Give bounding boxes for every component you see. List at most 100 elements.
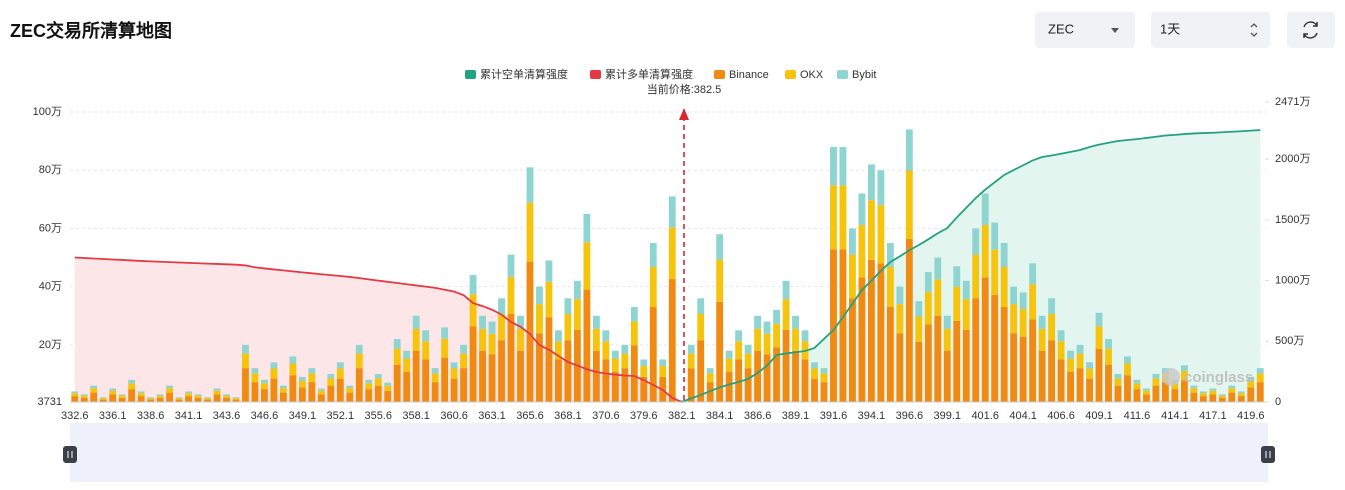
bar-segment — [223, 397, 230, 402]
bar-segment — [640, 359, 648, 366]
bar-segment — [431, 373, 439, 383]
bar-segment — [346, 385, 354, 389]
x-tick-label: 349.1 — [289, 410, 317, 422]
bar-segment — [308, 382, 316, 402]
bar-segment — [592, 350, 600, 402]
bar-segment — [137, 396, 145, 402]
legend-swatch — [837, 70, 848, 79]
y2-tick-label: 2000万 — [1275, 153, 1310, 165]
zoom-track[interactable] — [70, 423, 1268, 482]
bar-segment — [450, 368, 458, 379]
bar-segment — [877, 205, 885, 264]
x-tick-label: 363.1 — [478, 410, 506, 422]
bar-segment — [1180, 370, 1188, 381]
bar-segment — [735, 359, 743, 402]
bar-segment — [754, 350, 762, 402]
line — [74, 256, 683, 403]
price-arrow — [679, 108, 689, 120]
bar-segment — [1057, 359, 1065, 402]
bar-segment — [1152, 378, 1160, 386]
zoom-handle[interactable] — [1261, 446, 1275, 463]
bar-segment — [678, 400, 686, 402]
bar-segment — [185, 391, 192, 394]
bar-segment — [1133, 383, 1141, 390]
bar-segment — [782, 299, 790, 330]
bar-segment — [1019, 309, 1027, 337]
bar-segment — [536, 286, 543, 305]
bar-segment — [365, 389, 373, 402]
bar-segment — [223, 395, 230, 398]
bar-segment — [991, 294, 999, 402]
x-tick-label: 414.1 — [1161, 410, 1189, 422]
bar-segment — [1209, 390, 1217, 395]
bar-segment — [886, 267, 894, 308]
bar-segment — [317, 388, 325, 391]
x-tick-label: 358.1 — [402, 410, 430, 422]
bar-segment — [924, 291, 932, 325]
bar-segment — [1076, 368, 1084, 402]
bar-segment — [839, 185, 847, 250]
bar-segment — [1180, 380, 1188, 402]
bar-segment — [526, 167, 534, 203]
bar-segment — [232, 398, 240, 400]
refresh-button[interactable] — [1287, 12, 1335, 48]
bar-segment — [1209, 388, 1217, 391]
bar-segment — [1105, 364, 1112, 402]
interval-select[interactable] — [1151, 12, 1270, 48]
bar-segment — [991, 249, 999, 295]
handle-grip — [67, 451, 1271, 458]
bar-segment — [1114, 373, 1122, 379]
bar-segment — [792, 315, 799, 329]
bar-segment — [630, 307, 638, 322]
bar-segment — [175, 398, 183, 400]
bar-segment — [801, 330, 809, 342]
bar-segment — [962, 329, 970, 402]
symbol-select[interactable] — [1035, 12, 1135, 48]
area — [681, 130, 1261, 402]
bar-segment — [232, 397, 240, 399]
bar-segment — [469, 326, 477, 402]
dropdown-icon — [1111, 28, 1119, 33]
bar-segment — [327, 373, 335, 379]
bar-segment — [896, 286, 904, 305]
bar-segment — [1038, 315, 1046, 329]
y-tick-label: 100万 — [33, 106, 62, 118]
bar-segment — [867, 164, 875, 201]
data-zoom — [63, 423, 1275, 482]
bar-segment — [1010, 286, 1018, 305]
bar-segment — [782, 329, 790, 402]
bar-segment — [611, 350, 619, 359]
bar-segment — [877, 170, 885, 206]
legend-swatch — [714, 70, 725, 79]
bar-segment — [905, 129, 913, 171]
bar-segment — [659, 365, 667, 377]
legend-swatch — [465, 70, 476, 79]
bar-segment — [1038, 328, 1046, 351]
x-tick-label: 360.6 — [440, 410, 468, 422]
refresh-icon — [1303, 21, 1318, 39]
bar-segment — [773, 347, 780, 402]
bar-segment — [687, 353, 695, 369]
bar-segment — [706, 382, 714, 402]
bar-segment — [118, 394, 126, 396]
bar-segment — [507, 276, 515, 315]
bar-segment — [270, 362, 278, 369]
bar-segment — [422, 341, 430, 360]
bar-segment — [460, 344, 468, 354]
bar-segment — [80, 395, 88, 398]
bar-segment — [261, 389, 268, 402]
bar-segment — [611, 358, 619, 372]
bar-segment — [1152, 385, 1160, 402]
bar-segment — [298, 387, 306, 402]
zoom-handle[interactable] — [63, 446, 77, 463]
bar-segment — [1133, 379, 1141, 384]
bar-segment — [355, 368, 363, 402]
bar-segment — [308, 368, 316, 374]
bar-segment — [1218, 394, 1226, 396]
bar-segment — [981, 224, 989, 278]
bar-segment — [355, 353, 363, 369]
bar-segment — [536, 333, 543, 402]
bar-segment — [886, 242, 894, 268]
bar-segment — [1143, 394, 1150, 402]
bar-segment — [99, 399, 107, 402]
